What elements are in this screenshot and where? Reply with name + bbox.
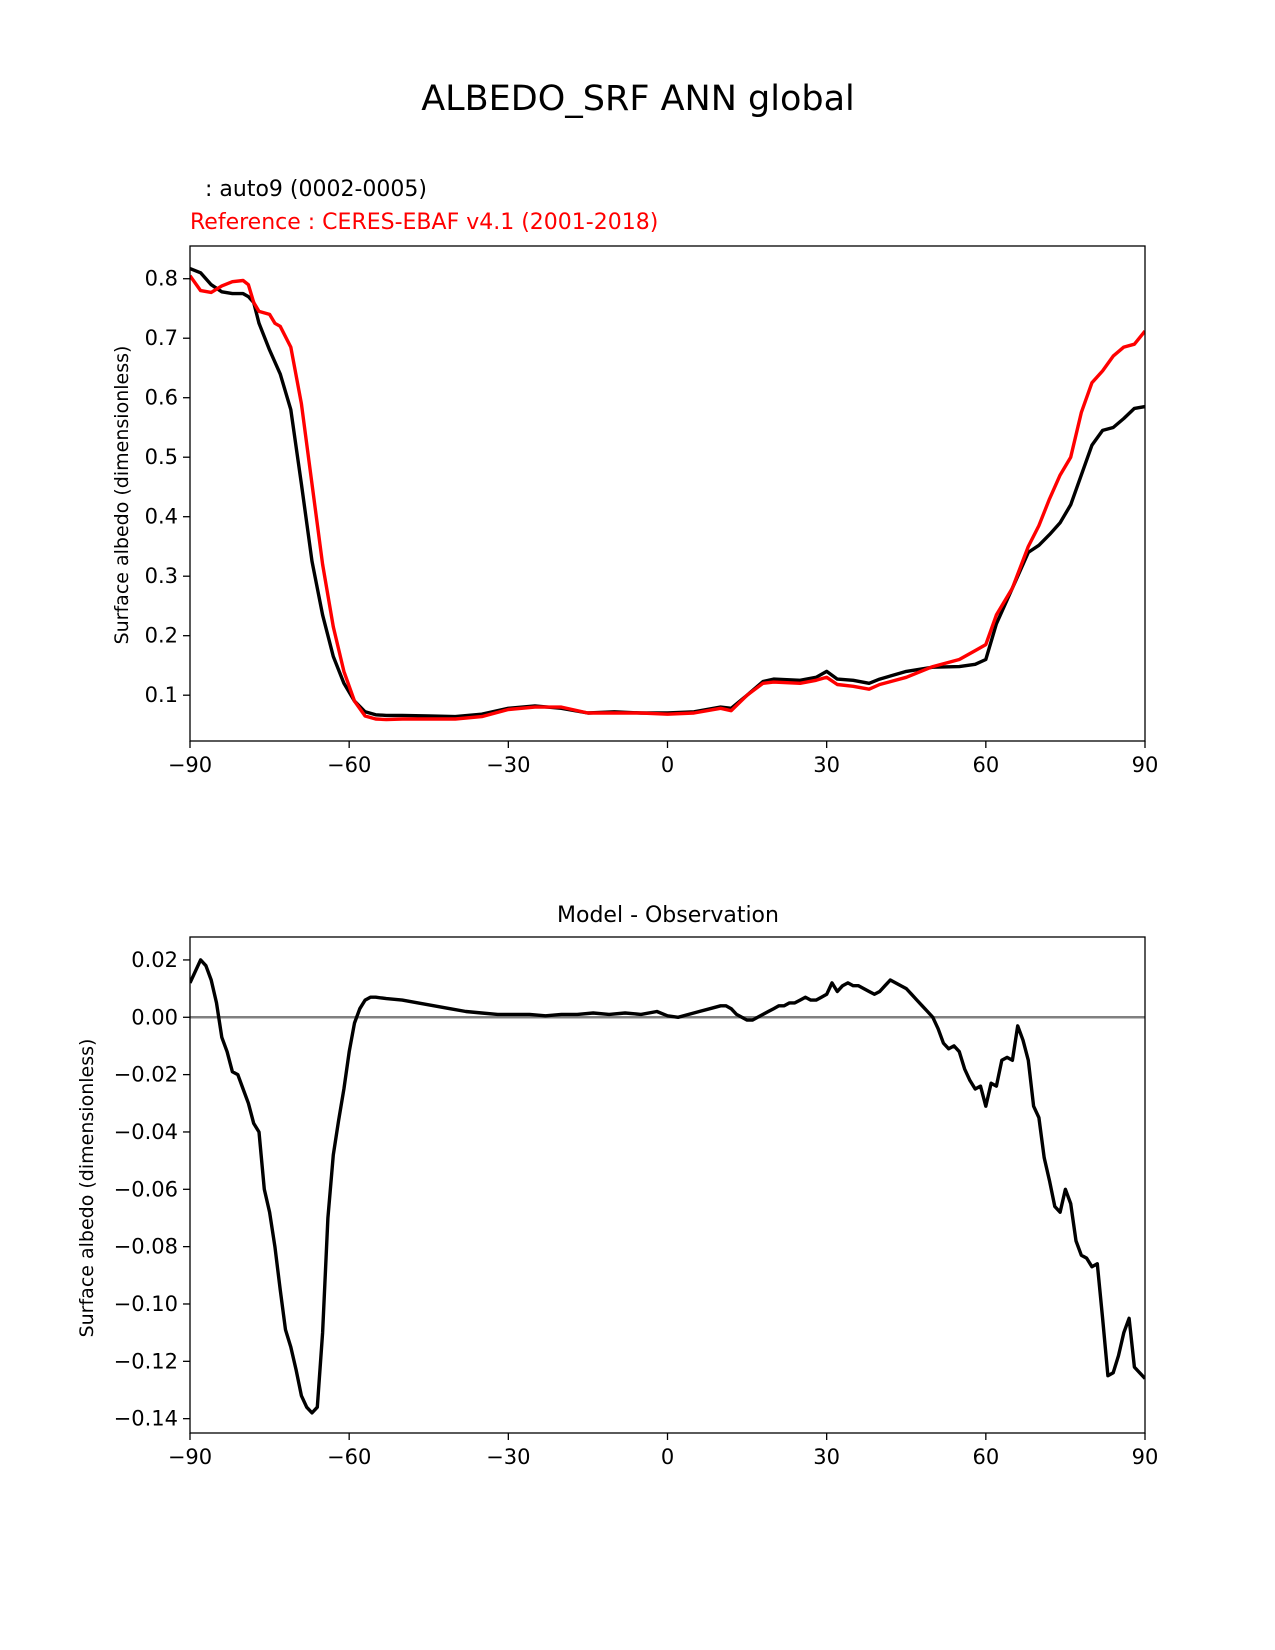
y-tick-label: −0.02 (114, 1063, 178, 1087)
difference-title: Model - Observation (557, 903, 779, 928)
x-tick-label: 60 (972, 1445, 999, 1469)
x-tick-label: −30 (486, 753, 530, 777)
test-case-label: : auto9 (0002-0005) (205, 177, 427, 202)
x-tick-label: 60 (972, 753, 999, 777)
x-tick-label: −90 (168, 753, 212, 777)
series-line-1 (190, 958, 1145, 1415)
series-line-2 (190, 274, 1145, 722)
figure-title: ALBEDO_SRF ANN global (421, 79, 855, 119)
difference-plot-area: −90 −60 −30 0 30 60 90 0.02 0.00 −0.02 −0.04 −0.06 −… (114, 936, 1159, 1469)
x-tick-label: 0 (661, 1445, 674, 1469)
zonal-mean-plot-area: −90 −60 −30 0 30 60 90 0.1 0.2 0.3 0.4 0.5 0.6 0.7 0.8 (145, 245, 1159, 777)
x-tick-label: 30 (813, 753, 840, 777)
y-axis-label-bottom: Surface albedo (dimensionless) (76, 1039, 98, 1338)
x-tick-label: 90 (1132, 1445, 1159, 1469)
y-tick-label: −0.06 (114, 1177, 178, 1201)
x-tick-label: −90 (168, 1445, 212, 1469)
y-tick-label: −0.14 (114, 1407, 178, 1431)
y-tick-label: 0.1 (145, 683, 178, 707)
y-tick-label: −0.10 (114, 1292, 178, 1316)
y-tick-label: 0.2 (145, 624, 178, 648)
y-tick-label: 0.4 (145, 505, 178, 529)
y-tick-label: −0.04 (114, 1120, 178, 1144)
y-tick-label: 0.7 (145, 326, 178, 350)
y-axis-label-top: Surface albedo (dimensionless) (111, 346, 133, 645)
difference-panel: Model - Observation −90 −60 −30 0 30 60 90 0.02… (76, 903, 1158, 1469)
x-tick-label: 0 (661, 753, 674, 777)
y-tick-label: 0.8 (145, 267, 178, 291)
y-tick-label: −0.12 (114, 1349, 178, 1373)
x-tick-label: 90 (1132, 753, 1159, 777)
y-tick-label: −0.08 (114, 1235, 178, 1259)
reference-label: Reference : CERES-EBAF v4.1 (2001-2018) (190, 210, 658, 235)
y-tick-label: 0.3 (145, 564, 178, 588)
x-tick-label: 30 (813, 1445, 840, 1469)
y-tick-label: 0.00 (131, 1005, 178, 1029)
zonal-mean-panel: : auto9 (0002-0005) Reference : CERES-EB… (111, 177, 1158, 777)
x-tick-label: −60 (327, 1445, 371, 1469)
x-tick-label: −60 (327, 753, 371, 777)
y-tick-label: 0.02 (131, 948, 178, 972)
x-tick-label: −30 (486, 1445, 530, 1469)
y-tick-label: 0.5 (145, 445, 178, 469)
y-tick-label: 0.6 (145, 386, 178, 410)
